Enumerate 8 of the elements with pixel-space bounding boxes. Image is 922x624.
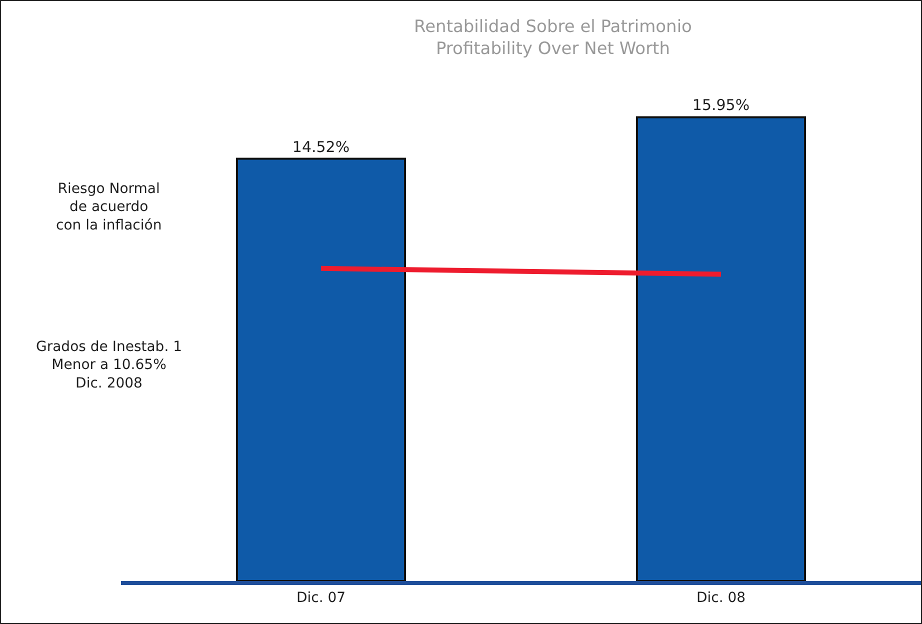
data-label: 15.95% [692,96,750,114]
chart-title: Rentabilidad Sobre el Patrimonio [414,17,692,38]
annotation: Riesgo Normal de acuerdo con la inflación [56,181,162,234]
chart-subtitle: Profitability Over Net Worth [436,39,670,60]
x-tick-label: Dic. 07 [296,590,346,606]
annotation: Grados de Inestab. 1 Menor a 10.65% Dic. 2008 [36,339,182,392]
x-tick-label: Dic. 08 [696,590,746,606]
data-label: 14.52% [292,138,350,156]
